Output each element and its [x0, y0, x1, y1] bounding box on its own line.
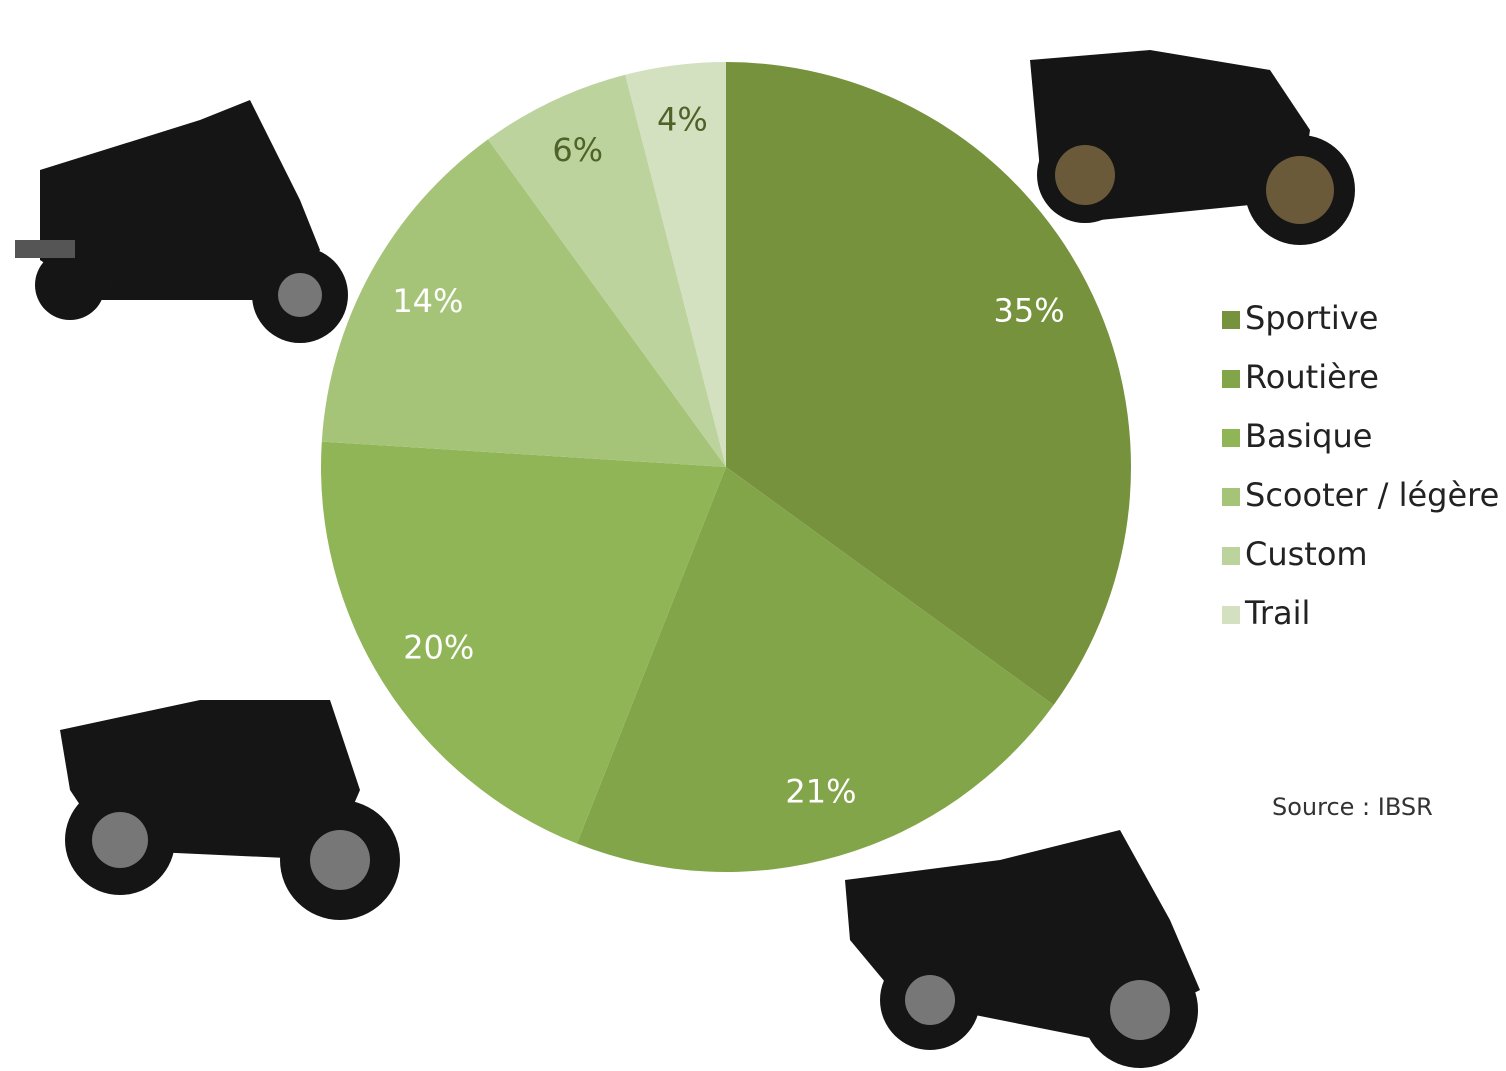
legend-label: Basique — [1245, 417, 1372, 455]
sport-bike-picture — [1030, 50, 1355, 245]
value-label: 14% — [392, 282, 463, 320]
legend-swatch — [1222, 488, 1240, 506]
illustrations — [15, 50, 1355, 1068]
touring-bike-picture — [845, 830, 1200, 1068]
legend-label: Scooter / légère — [1245, 476, 1499, 514]
pie-slice — [487, 74, 726, 468]
scooter-picture — [15, 100, 348, 343]
legend-label: Trail — [1244, 594, 1310, 632]
value-label: 20% — [403, 628, 474, 666]
legend-swatch — [1222, 547, 1240, 565]
value-label: 6% — [552, 131, 603, 169]
pie-slice — [576, 467, 1054, 872]
legend-label: Sportive — [1245, 299, 1378, 337]
legend-swatch — [1222, 429, 1240, 447]
source-note: Source : IBSR — [1272, 793, 1433, 821]
legend-swatch — [1222, 370, 1240, 388]
value-label: 4% — [657, 100, 708, 138]
pie-slice — [726, 62, 1132, 706]
legend-swatch — [1222, 311, 1240, 329]
legend-label: Custom — [1245, 535, 1368, 573]
value-label: 21% — [785, 773, 856, 811]
roadster-picture — [60, 700, 400, 920]
legend-label: Routière — [1245, 358, 1379, 396]
pie-slice — [321, 441, 726, 844]
legend-swatch — [1222, 606, 1240, 624]
pie-slice — [321, 139, 726, 467]
value-label: 35% — [994, 292, 1065, 330]
pie-slice — [625, 62, 726, 467]
